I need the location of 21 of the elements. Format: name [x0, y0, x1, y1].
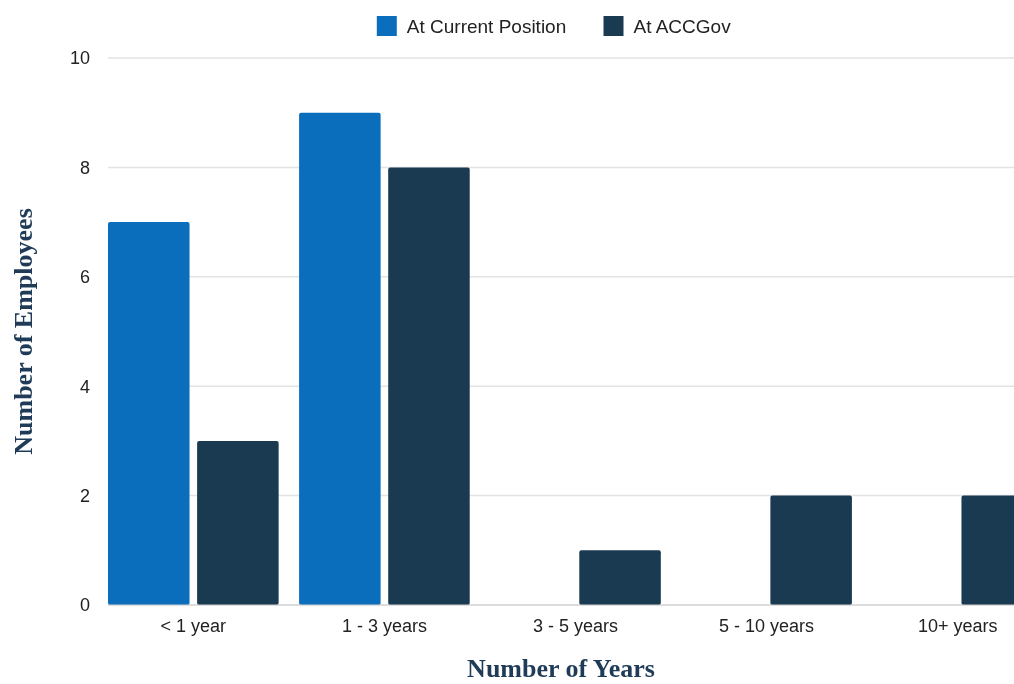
bar — [579, 550, 661, 605]
y-tick-label: 0 — [79, 595, 90, 616]
y-tick-label: 10 — [69, 48, 90, 69]
y-tick-label: 6 — [79, 267, 90, 288]
x-tick-label: 3 - 5 years — [532, 616, 619, 636]
x-tick-label: 1 - 3 years — [341, 616, 427, 636]
legend-label: At ACCGov — [633, 16, 732, 37]
legend-label: At Current Position — [406, 16, 567, 37]
bar — [197, 440, 279, 605]
y-axis-title: Number of Employees — [9, 208, 38, 455]
x-tick-label: 10+ years — [917, 616, 998, 636]
y-tick-label: 2 — [79, 485, 90, 506]
x-axis-title: Number of Years — [467, 654, 655, 683]
bar — [299, 112, 381, 605]
bar — [108, 222, 190, 605]
y-tick-label: 8 — [79, 157, 90, 178]
x-tick-label: 5 - 10 years — [719, 616, 815, 636]
y-tick-label: 4 — [79, 376, 90, 397]
bar — [388, 167, 470, 605]
bar — [770, 495, 852, 605]
x-tick-label: < 1 year — [160, 616, 227, 636]
